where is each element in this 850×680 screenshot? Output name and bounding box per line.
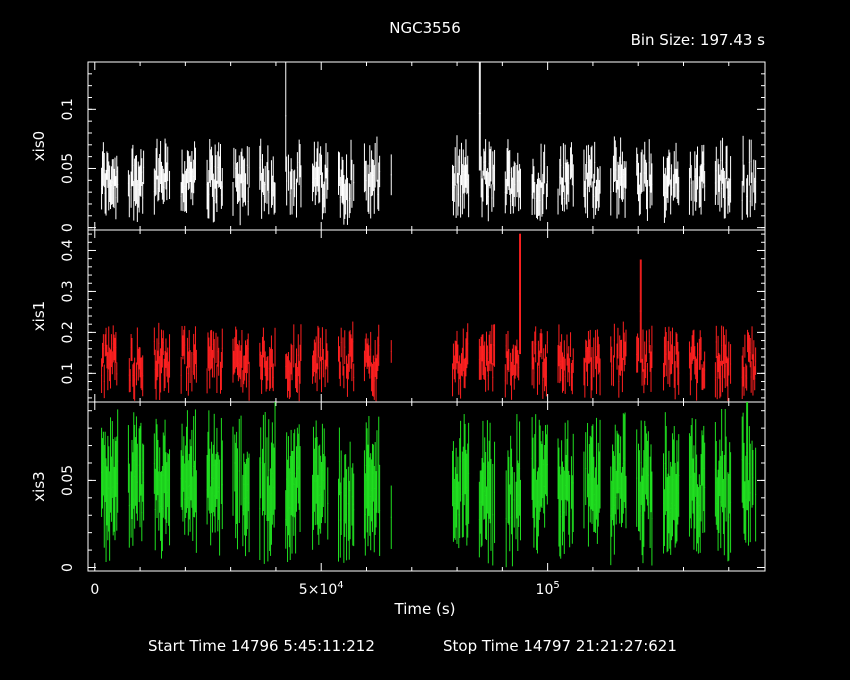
x-tick-label: 0	[90, 582, 99, 598]
panel-xis1: 0.1 0.2 0.3 0.4 xis1	[30, 229, 766, 403]
panel-xis3: 0 0.05 xis3	[30, 401, 766, 572]
y-tick-label: 0.05	[60, 465, 76, 496]
panel-frame	[87, 401, 766, 572]
start-time-label: Start Time 14796 5:45:11:212	[148, 637, 375, 655]
y-tick-label: 0	[60, 563, 76, 572]
y-tick-label: 0.1	[60, 362, 76, 384]
series-xis0	[101, 62, 757, 226]
y-tick-label: 0.3	[60, 280, 76, 302]
bin-size-label: Bin Size: 197.43 s	[631, 31, 766, 49]
y-tick-label: 0	[60, 223, 76, 232]
x-axis-ticks: 0 5×104 105	[90, 580, 559, 598]
x-axis-label: Time (s)	[394, 600, 456, 618]
series-xis3	[101, 402, 757, 568]
x-tick-exponent: 5	[553, 580, 559, 591]
y-tick-label: 0.4	[60, 239, 76, 261]
y-tick-label: 0.2	[60, 321, 76, 343]
panels: 0 0.05 0.1 xis0 0.1 0.2 0.3 0.4 xis1 0 0.05 xis3	[30, 61, 766, 572]
x-tick-exponent: 4	[337, 580, 343, 591]
x-tick-label: 5×104	[299, 580, 344, 598]
y-axis-label: xis1	[30, 301, 48, 331]
chart-title: NGC3556	[389, 19, 461, 37]
y-tick-label: 0.1	[60, 98, 76, 120]
x-tick-label: 105	[536, 580, 560, 598]
panel-frame	[87, 61, 766, 231]
y-axis-label: xis0	[30, 131, 48, 161]
y-tick-label: 0.05	[60, 153, 76, 184]
series-xis1	[101, 233, 757, 402]
stop-time-label: Stop Time 14797 21:21:27:621	[443, 637, 677, 655]
y-axis-label: xis3	[30, 471, 48, 501]
panel-xis0: 0 0.05 0.1 xis0	[30, 61, 766, 232]
